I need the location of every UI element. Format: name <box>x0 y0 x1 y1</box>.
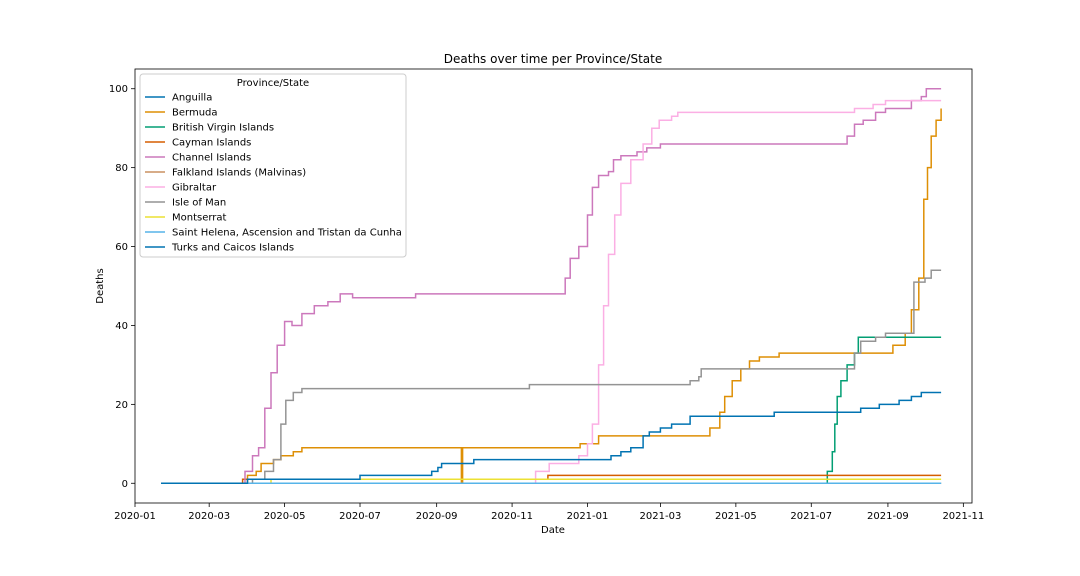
legend-label: Saint Helena, Ascension and Tristan da C… <box>172 228 402 239</box>
legend-item-anguilla: Anguilla <box>145 93 212 104</box>
legend-item-channel-islands: Channel Islands <box>145 153 251 164</box>
legend-title: Province/State <box>237 78 309 89</box>
x-tick: 2021-01 <box>567 503 609 522</box>
y-tick: 80 <box>115 163 135 174</box>
y-tick: 40 <box>115 321 135 332</box>
x-tick-label: 2020-09 <box>416 511 458 522</box>
series-line-isle-of-man <box>161 269 942 485</box>
legend-label: Falkland Islands (Malvinas) <box>172 168 306 179</box>
x-axis: 2020-01 2020-03 2020-05 2020-07 2020-09 2020-… <box>114 503 984 522</box>
x-tick: 2020-03 <box>188 503 230 522</box>
y-tick-label: 40 <box>115 321 128 332</box>
legend-item-bermuda: Bermuda <box>145 108 218 119</box>
x-tick-label: 2020-01 <box>114 511 156 522</box>
legend-label: Anguilla <box>172 93 212 104</box>
legend: Province/State Anguilla Bermuda British Vi… <box>139 73 407 258</box>
legend-label: British Virgin Islands <box>172 123 274 134</box>
legend-item-saint-helena-ascension-and-tristan-da-cunha: Saint Helena, Ascension and Tristan da C… <box>145 228 402 239</box>
series-line-gibraltar <box>161 99 942 485</box>
x-axis-label: Date <box>541 525 565 536</box>
legend-item-british-virgin-islands: British Virgin Islands <box>145 123 274 134</box>
y-tick-label: 60 <box>115 242 128 253</box>
plot-frame <box>134 68 973 504</box>
x-tick: 2021-05 <box>715 503 757 522</box>
x-tick-label: 2020-11 <box>491 511 533 522</box>
y-tick-label: 20 <box>115 400 128 411</box>
x-tick: 2020-11 <box>491 503 533 522</box>
legend-item-isle-of-man: Isle of Man <box>145 198 226 209</box>
legend-label: Cayman Islands <box>172 138 251 149</box>
legend-item-montserrat: Montserrat <box>145 213 227 224</box>
x-tick: 2021-03 <box>640 503 682 522</box>
chart-title: Deaths over time per Province/State <box>444 52 662 66</box>
plot-lines <box>161 87 942 485</box>
y-axis-label: Deaths <box>95 268 106 303</box>
legend-label: Gibraltar <box>172 183 217 194</box>
x-tick: 2021-09 <box>867 503 909 522</box>
y-tick: 60 <box>115 242 135 253</box>
x-tick-label: 2020-05 <box>264 511 306 522</box>
legend-item-gibraltar: Gibraltar <box>145 183 217 194</box>
x-tick-label: 2021-05 <box>715 511 757 522</box>
x-tick: 2020-05 <box>264 503 306 522</box>
x-tick-label: 2020-07 <box>339 511 381 522</box>
x-tick-label: 2021-09 <box>867 511 909 522</box>
x-tick-label: 2020-03 <box>188 511 230 522</box>
y-tick: 0 <box>122 479 135 490</box>
y-tick-label: 80 <box>115 163 128 174</box>
x-tick: 2021-07 <box>790 503 832 522</box>
x-tick: 2020-01 <box>114 503 156 522</box>
series-line-british-virgin-islands <box>161 336 942 485</box>
legend-item-falkland-islands-malvinas: Falkland Islands (Malvinas) <box>145 168 306 179</box>
x-tick: 2021-11 <box>942 503 984 522</box>
x-tick-label: 2021-01 <box>567 511 609 522</box>
x-tick-label: 2021-11 <box>942 511 984 522</box>
legend-label: Turks and Caicos Islands <box>171 243 294 254</box>
x-tick-label: 2021-03 <box>640 511 682 522</box>
y-axis: 0 20 40 60 80 100 <box>109 84 135 490</box>
legend-items: Anguilla Bermuda British Virgin Islands Cay… <box>145 93 402 254</box>
legend-label: Isle of Man <box>172 198 226 209</box>
y-tick: 20 <box>115 400 135 411</box>
legend-box <box>139 73 407 258</box>
y-tick: 100 <box>109 84 135 95</box>
x-tick-label: 2021-07 <box>790 511 832 522</box>
legend-label: Channel Islands <box>172 153 251 164</box>
series-line-turks-and-caicos-islands <box>161 391 942 485</box>
x-tick: 2020-07 <box>339 503 381 522</box>
series-line-channel-islands <box>161 87 942 485</box>
y-tick-label: 0 <box>122 479 128 490</box>
legend-item-cayman-islands: Cayman Islands <box>145 138 251 149</box>
legend-label: Montserrat <box>172 213 227 224</box>
x-tick: 2020-09 <box>416 503 458 522</box>
legend-label: Bermuda <box>172 108 218 119</box>
y-tick-label: 100 <box>109 84 128 95</box>
legend-item-turks-and-caicos-islands: Turks and Caicos Islands <box>145 243 294 254</box>
